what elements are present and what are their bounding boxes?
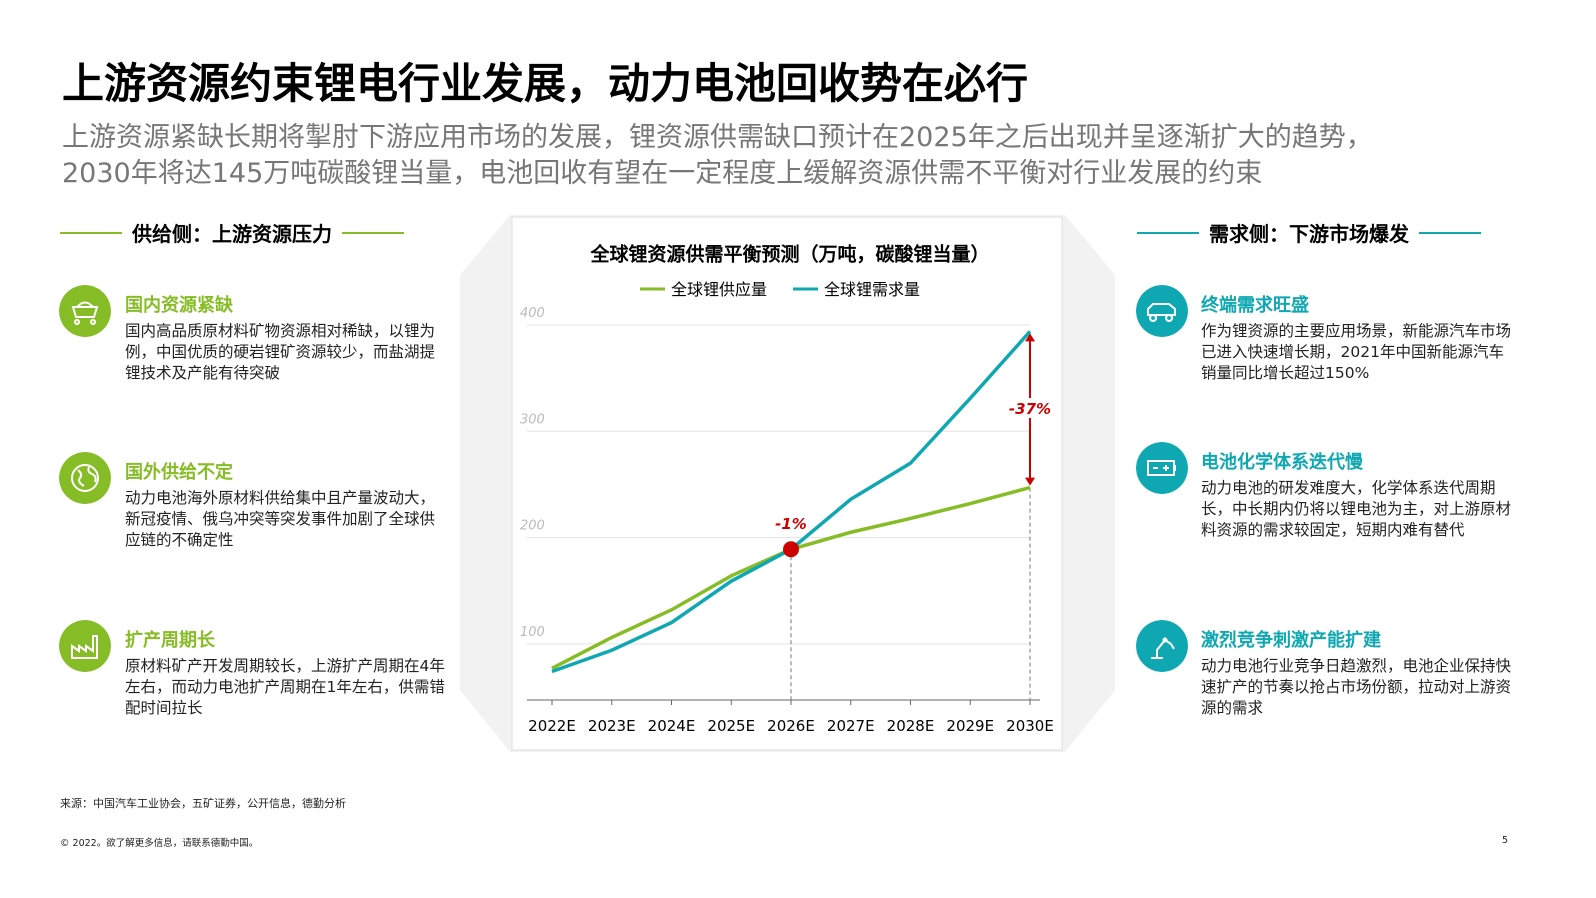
item-text: 作为锂资源的主要应用场景，新能源汽车市场已进入快速增长期，2021年中国新能源汽… <box>1201 322 1512 382</box>
y-tick-label: 100 <box>520 625 545 640</box>
demand-item: 电池化学体系迭代慢动力电池的研发难度大，化学体系迭代周期长，中长期内仍将以锂电池… <box>1201 448 1516 541</box>
legend-label: 全球锂需求量 <box>824 280 920 299</box>
supply-item: 扩产周期长原材料矿产开发周期较长，上游扩产周期在4年左右，而动力电池扩产周期在1… <box>125 626 445 719</box>
heading-text: 需求侧：下游市场爆发 <box>1209 222 1409 246</box>
copyright: © 2022。欲了解更多信息，请联系德勤中国。 <box>60 838 259 849</box>
supply-item: 国内资源紧缺国内高品质原材料矿物资源相对稀缺，以锂为例，中国优质的硬岩锂矿资源较… <box>125 291 445 384</box>
x-tick-label: 2030E <box>1006 717 1054 735</box>
y-tick-label: 400 <box>520 306 545 321</box>
x-tick-label: 2022E <box>528 717 576 735</box>
heading-text: 供给侧：上游资源压力 <box>132 222 332 246</box>
item-title: 激烈竞争刺激产能扩建 <box>1201 630 1381 651</box>
subtitle-line: 上游资源紧缺长期将掣肘下游应用市场的发展，锂资源供需缺口预计在2025年之后出现… <box>62 122 1373 153</box>
item-title: 终端需求旺盛 <box>1201 295 1309 316</box>
item-title: 国外供给不定 <box>125 462 233 483</box>
x-tick-label: 2027E <box>827 717 875 735</box>
icon <box>1136 620 1188 672</box>
rule <box>1137 231 1199 234</box>
x-tick-label: 2024E <box>648 717 696 735</box>
source: 来源：中国汽车工业协会，五矿证券，公开信息，德勤分析 <box>60 797 346 810</box>
y-tick-label: 300 <box>520 412 545 427</box>
subtitle: 上游资源紧缺长期将掣肘下游应用市场的发展，锂资源供需缺口预计在2025年之后出现… <box>62 120 1373 192</box>
chart-box <box>511 216 1063 751</box>
item-text: 原材料矿产开发周期较长，上游扩产周期在4年左右，而动力电池扩产周期在1年左右，供… <box>125 657 445 717</box>
item-text: 动力电池的研发难度大，化学体系迭代周期长，中长期内仍将以锂电池为主，对上游原材料… <box>1201 479 1512 539</box>
arrow-head <box>1025 333 1035 342</box>
item-text: 动力电池行业竞争日趋激烈，电池企业保持快速扩产的节奏以抢占市场份额，拉动对上游资… <box>1201 657 1512 717</box>
arrow-head <box>1025 477 1035 486</box>
left-heading: 供给侧：上游资源压力 <box>60 218 404 247</box>
rule <box>1419 231 1481 234</box>
icon <box>59 285 111 337</box>
annotation: -1% <box>775 515 807 533</box>
x-tick-label: 2026E <box>767 717 815 735</box>
title: 上游资源约束锂电行业发展，动力电池回收势在必行 <box>62 59 1029 108</box>
item-title: 国内资源紧缺 <box>125 295 233 316</box>
icon <box>1136 285 1188 337</box>
x-tick-label: 2023E <box>588 717 636 735</box>
page-number: 5 <box>1502 835 1509 846</box>
chart-title: 全球锂资源供需平衡预测（万吨，碳酸锂当量） <box>589 243 989 266</box>
supply-item: 国外供给不定动力电池海外原材料供给集中且产量波动大，新冠疫情、俄乌冲突等突发事件… <box>125 458 445 551</box>
x-tick-label: 2028E <box>887 717 935 735</box>
intersection-dot <box>783 541 799 558</box>
right-heading: 需求侧：下游市场爆发 <box>1137 218 1481 247</box>
demand-item: 终端需求旺盛作为锂资源的主要应用场景，新能源汽车市场已进入快速增长期，2021年… <box>1201 291 1516 384</box>
icon <box>59 620 111 672</box>
x-tick-label: 2025E <box>707 717 755 735</box>
item-title: 扩产周期长 <box>125 630 215 651</box>
x-tick-label: 2029E <box>946 717 994 735</box>
icon <box>59 452 111 504</box>
label-bg <box>1008 398 1052 418</box>
item-text: 国内高品质原材料矿物资源相对稀缺，以锂为例，中国优质的硬岩锂矿资源较少，而盐湖提… <box>125 322 436 382</box>
subtitle-line: 2030年将达145万吨碳酸锂当量，电池回收有望在一定程度上缓解资源供需不平衡对… <box>62 158 1263 189</box>
legend-label: 全球锂供应量 <box>671 280 767 299</box>
item-title: 电池化学体系迭代慢 <box>1201 452 1363 473</box>
item-text: 动力电池海外原材料供给集中且产量波动大，新冠疫情、俄乌冲突等突发事件加剧了全球供… <box>125 489 436 549</box>
annotation: -37% <box>1009 400 1051 418</box>
y-tick-label: 200 <box>520 519 545 534</box>
demand-item: 激烈竞争刺激产能扩建动力电池行业竞争日趋激烈，电池企业保持快速扩产的节奏以抢占市… <box>1201 626 1516 719</box>
rule <box>60 231 122 234</box>
rule <box>342 231 404 234</box>
icon <box>1136 442 1188 494</box>
